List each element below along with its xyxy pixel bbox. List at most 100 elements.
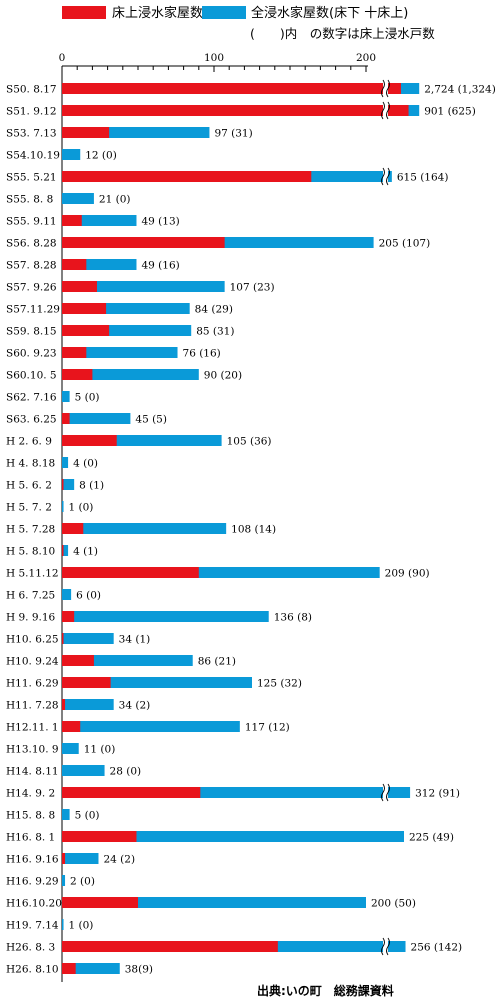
axis-break-gap (383, 785, 388, 800)
row-date-label: H 5. 7.28 (6, 524, 55, 536)
row-date-label: H 6. 7.25 (6, 590, 55, 602)
bar-total (62, 347, 178, 358)
legend-swatch-total (202, 6, 246, 19)
axis-break-mark (381, 783, 385, 802)
bar-total (62, 919, 64, 930)
row-date-label: H 5. 8.10 (6, 546, 55, 558)
bar-total (62, 897, 366, 908)
row-date-label: H10. 6.25 (6, 634, 59, 646)
bar-floor-above (62, 721, 81, 732)
bar-value-label: 205 (107) (379, 238, 431, 250)
bar-floor-above (62, 677, 111, 688)
bar-floor-above (62, 237, 225, 248)
bar-floor-above (62, 897, 138, 908)
bar-total (62, 787, 411, 798)
row-date-label: H12.11. 1 (6, 722, 59, 734)
bar-total (62, 149, 81, 160)
row-date-label: H14. 8.11 (6, 766, 59, 778)
bar-value-label: 12 (0) (85, 150, 117, 162)
bar-total (62, 303, 190, 314)
axis-break-gap (383, 81, 388, 96)
bar-total (62, 589, 72, 600)
bar-value-label: 4 (1) (73, 546, 98, 558)
bar-floor-above (62, 259, 87, 270)
bar-value-label: 8 (1) (79, 480, 104, 492)
row-date-label: S60.10. 5 (6, 370, 57, 382)
axis-break-mark (386, 783, 390, 802)
bar-value-label: 34 (2) (119, 700, 151, 712)
bar-value-label: 108 (14) (231, 524, 276, 536)
bar-total (62, 809, 70, 820)
bar-total (62, 633, 114, 644)
bar-value-label: 85 (31) (196, 326, 234, 338)
bar-total (62, 215, 137, 226)
bar-floor-above (62, 699, 66, 710)
bar-total (62, 743, 79, 754)
bar-value-label: 49 (13) (141, 216, 179, 228)
bar-floor-above (62, 105, 409, 116)
bar-value-label: 34 (1) (119, 634, 151, 646)
bar-value-label: 200 (50) (371, 898, 416, 910)
bar-value-label: 256 (142) (411, 942, 463, 954)
bar-value-label: 5 (0) (75, 810, 100, 822)
row-date-label: S59. 8.15 (6, 326, 57, 338)
axis-break-mark (386, 937, 390, 956)
bar-value-label: 1 (0) (69, 920, 94, 932)
bar-floor-above (62, 655, 94, 666)
bar-total (62, 963, 120, 974)
row-date-label: H 9. 9.16 (6, 612, 56, 624)
bar-floor-above (62, 127, 110, 138)
bar-total (62, 193, 94, 204)
row-date-label: H14. 9. 2 (6, 788, 55, 800)
bar-floor-above (62, 611, 75, 622)
bar-value-label: 615 (164) (397, 172, 449, 184)
row-date-label: H16. 8. 1 (6, 832, 55, 844)
row-date-label: H 2. 6. 9 (6, 436, 52, 448)
row-date-label: H26. 8. 3 (6, 942, 55, 954)
bar-floor-above (62, 545, 64, 556)
bar-total (62, 831, 404, 842)
x-tick-label: 0 (59, 52, 66, 64)
bar-total (62, 413, 131, 424)
legend: 床上浸水家屋数 全浸水家屋数(床下 十床上) (62, 5, 408, 21)
row-date-label: H16.10.20 (6, 898, 62, 910)
bar-value-label: 107 (23) (230, 282, 275, 294)
row-date-label: S63. 6.25 (6, 414, 57, 426)
bar-floor-above (62, 523, 84, 534)
x-tick-label: 200 (356, 52, 376, 64)
axis-break-mark (381, 79, 385, 98)
bar-total (62, 853, 99, 864)
bar-value-label: 209 (90) (385, 568, 430, 580)
bar-total (62, 479, 75, 490)
row-date-label: H 5.11.12 (6, 568, 59, 580)
row-date-label: S55. 8. 8 (6, 194, 53, 206)
axis-break-mark (381, 937, 385, 956)
bar-total (62, 721, 240, 732)
bar-total (62, 127, 210, 138)
bar-value-label: 38(9) (125, 964, 153, 976)
axis-break-gap (383, 103, 388, 118)
bar-total (62, 325, 192, 336)
x-tick-label: 100 (204, 52, 224, 64)
bar-floor-above (62, 281, 97, 292)
row-labels: S50. 8.17 2,724 (1,324) S51. 9.12 901 (625)… (6, 84, 496, 976)
bar-total (62, 501, 64, 512)
parenthesis-note: ( )内 の数字は床上浸水戸数 (250, 26, 435, 41)
axis-break-gap (383, 169, 388, 184)
bar-value-label: 90 (20) (204, 370, 242, 382)
bar-value-label: 901 (625) (424, 106, 476, 118)
bar-total (62, 457, 69, 468)
bar-value-label: 6 (0) (76, 590, 101, 602)
bar-floor-above (62, 215, 82, 226)
axis-break-mark (386, 101, 390, 120)
bar-total (62, 765, 105, 776)
bar-value-label: 97 (31) (214, 128, 252, 140)
bar-total (62, 655, 193, 666)
bar-value-label: 2 (0) (70, 876, 95, 888)
row-date-label: H 4. 8.18 (6, 458, 55, 470)
legend-label-total: 全浸水家屋数(床下 十床上) (251, 5, 408, 21)
bar-floor-above (62, 413, 70, 424)
bar-value-label: 21 (0) (99, 194, 131, 206)
bar-total (62, 545, 69, 556)
